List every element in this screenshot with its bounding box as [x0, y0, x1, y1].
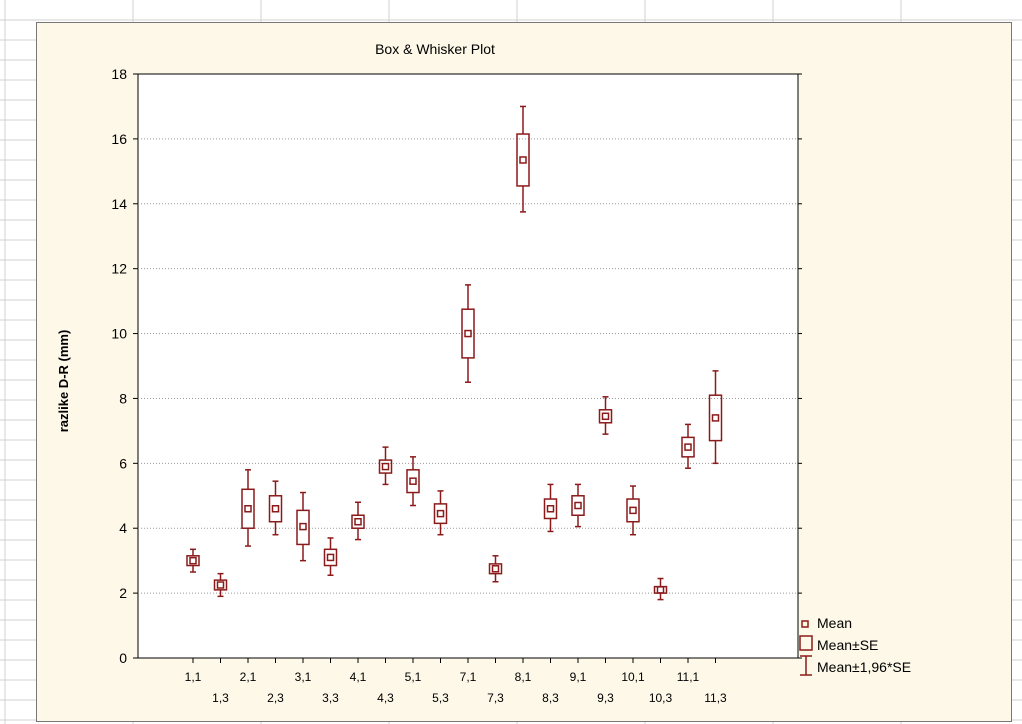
y-axis-label: razlike D-R (mm): [56, 330, 71, 433]
x-tick-label: 9,3: [597, 691, 614, 705]
legend-ci-label: Mean±1,96*SE: [817, 659, 911, 675]
mean-marker: [409, 477, 417, 485]
mean-marker: [326, 553, 335, 562]
x-tick-label: 2,1: [240, 670, 257, 684]
mean-marker: [656, 586, 665, 594]
y-tick-label: 4: [119, 520, 127, 536]
y-tick-label: 0: [119, 650, 127, 666]
mean-marker: [546, 505, 555, 513]
x-tick-label: 10,3: [649, 691, 673, 705]
se-box: [708, 394, 723, 442]
se-box: [241, 488, 255, 529]
se-box: [543, 498, 558, 520]
se-box: [378, 459, 393, 474]
y-tick-label: 2: [119, 585, 127, 601]
se-box: [598, 409, 613, 424]
chart-title: Box & Whisker Plot: [375, 41, 495, 57]
x-tick-label: 10,1: [621, 670, 645, 684]
legend-mean-label: Mean: [817, 615, 852, 631]
x-tick-label: 8,1: [515, 670, 532, 684]
se-box: [681, 436, 695, 458]
mean-marker: [436, 509, 445, 518]
mean-marker: [189, 556, 197, 565]
legend-mean-icon: [801, 620, 809, 628]
se-box: [323, 548, 338, 567]
chart-window[interactable]: 0 2 4 6 8 10 12 14 16 18 1,1 1,3 2,1 2,3 3,1 3,3 4,1 4,3 5…: [36, 22, 1012, 722]
mean-marker: [271, 505, 280, 513]
legend: Mean Mean±SE Mean±1,96*SE: [799, 615, 911, 676]
mean-marker: [684, 443, 692, 451]
plot-layer: 0 2 4 6 8 10 12 14 16 18 1,1 1,3 2,1 2,3 3,1 3,3 4,1 4,3 5…: [111, 66, 802, 705]
x-tick-label: 11,3: [704, 691, 727, 705]
se-box: [406, 469, 420, 494]
se-box: [516, 133, 530, 187]
x-tick-label: 7,1: [460, 670, 477, 684]
legend-se-label: Mean±SE: [817, 637, 878, 653]
x-tick-label: 7,3: [487, 691, 504, 705]
x-tick-label: 1,1: [185, 670, 202, 684]
se-box: [186, 555, 200, 567]
mean-marker: [244, 505, 252, 513]
mean-marker: [299, 522, 307, 531]
x-tick-label: 4,3: [377, 691, 394, 705]
mean-marker: [601, 412, 610, 421]
mean-marker: [464, 329, 472, 338]
box-whisker-chart: 0 2 4 6 8 10 12 14 16 18 1,1 1,3 2,1 2,3 3,1 3,3 4,1 4,3 5…: [56, 41, 911, 705]
mean-marker: [629, 506, 637, 515]
x-tick-label: 2,3: [267, 691, 284, 705]
se-box: [268, 495, 283, 523]
mean-marker: [711, 414, 720, 422]
se-box: [571, 495, 585, 516]
y-tick-label: 10: [111, 326, 127, 342]
legend-se-icon: [799, 635, 813, 651]
se-box: [433, 503, 448, 525]
mean-marker: [381, 462, 390, 471]
x-tick-label: 8,3: [542, 691, 559, 705]
x-tick-label: 5,1: [405, 670, 422, 684]
mean-marker: [491, 565, 500, 573]
x-tick-label: 3,1: [295, 670, 312, 684]
se-box: [461, 308, 475, 359]
y-tick-label: 16: [111, 131, 127, 147]
se-box: [296, 509, 310, 546]
se-box: [213, 579, 228, 591]
x-tick-label: 11,1: [677, 670, 700, 684]
mean-marker: [574, 501, 582, 510]
y-tick-label: 8: [119, 390, 127, 406]
legend-ci-icon: [800, 655, 812, 676]
y-tick-label: 14: [111, 196, 127, 212]
x-tick-label: 9,1: [570, 670, 587, 684]
x-tick-label: 5,3: [432, 691, 449, 705]
y-tick-label: 12: [111, 261, 127, 277]
mean-marker: [216, 581, 225, 589]
y-tick-label: 6: [119, 455, 127, 471]
y-tick-label: 18: [111, 66, 127, 82]
x-tick-label: 1,3: [212, 691, 229, 705]
se-box: [626, 498, 640, 523]
se-box: [488, 563, 503, 575]
x-tick-label: 3,3: [322, 691, 339, 705]
x-tick-label: 4,1: [350, 670, 367, 684]
mean-marker: [354, 517, 362, 526]
se-box: [351, 514, 365, 529]
mean-marker: [519, 156, 527, 164]
